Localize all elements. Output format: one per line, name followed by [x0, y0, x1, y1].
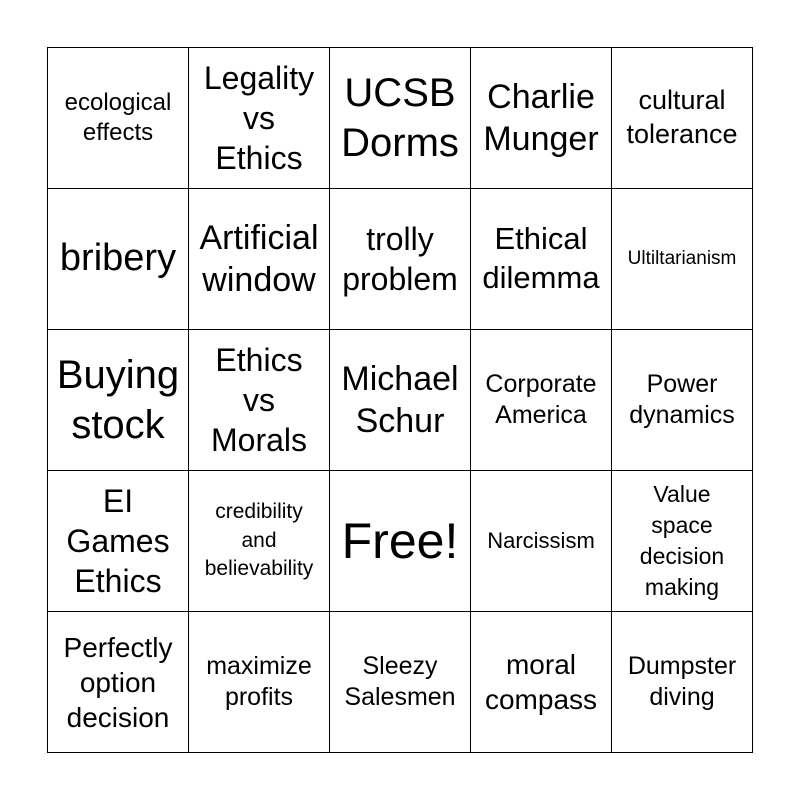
bingo-cell[interactable]: Corporate America [471, 330, 612, 471]
bingo-cell[interactable]: Sleezy Salesmen [330, 612, 471, 753]
bingo-cell[interactable]: cultural tolerance [612, 48, 753, 189]
bingo-cell[interactable]: moral compass [471, 612, 612, 753]
bingo-cell[interactable]: credibility and believability [189, 471, 330, 612]
bingo-cell[interactable]: Charlie Munger [471, 48, 612, 189]
bingo-cell[interactable]: Value space decision making [612, 471, 753, 612]
bingo-cell[interactable]: maximize profits [189, 612, 330, 753]
bingo-cell[interactable]: ecological effects [48, 48, 189, 189]
bingo-cell[interactable]: EI Games Ethics [48, 471, 189, 612]
bingo-cell[interactable]: Legality vs Ethics [189, 48, 330, 189]
bingo-cell[interactable]: Artificial window [189, 189, 330, 330]
bingo-cell[interactable]: UCSB Dorms [330, 48, 471, 189]
bingo-cell[interactable]: Buying stock [48, 330, 189, 471]
bingo-cell[interactable]: Ethical dilemma [471, 189, 612, 330]
bingo-cell[interactable]: Dumpster diving [612, 612, 753, 753]
bingo-cell[interactable]: bribery [48, 189, 189, 330]
bingo-cell[interactable]: Perfectly option decision [48, 612, 189, 753]
bingo-cell[interactable]: Narcissism [471, 471, 612, 612]
bingo-cell[interactable]: Ethics vs Morals [189, 330, 330, 471]
bingo-grid: ecological effects Legality vs Ethics UCSB… [47, 47, 753, 753]
bingo-cell[interactable]: Ultiltarianism [612, 189, 753, 330]
bingo-cell[interactable]: trolly problem [330, 189, 471, 330]
free-space-cell[interactable]: Michael Schur [330, 330, 471, 471]
bingo-cell[interactable]: Free! [330, 471, 471, 612]
bingo-cell[interactable]: Power dynamics [612, 330, 753, 471]
